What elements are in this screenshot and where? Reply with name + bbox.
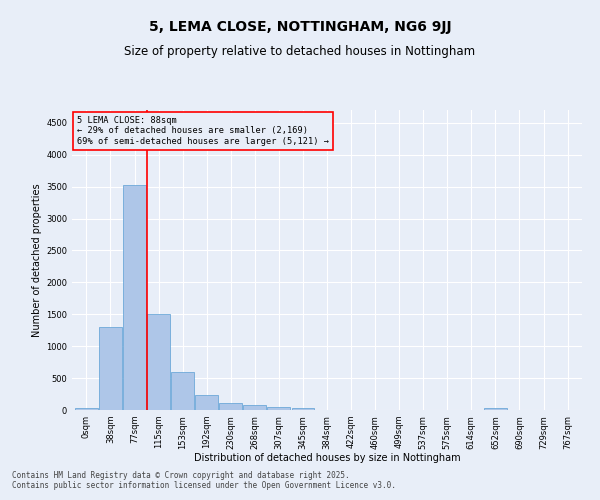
Text: 5, LEMA CLOSE, NOTTINGHAM, NG6 9JJ: 5, LEMA CLOSE, NOTTINGHAM, NG6 9JJ bbox=[149, 20, 451, 34]
X-axis label: Distribution of detached houses by size in Nottingham: Distribution of detached houses by size … bbox=[194, 453, 460, 463]
Bar bbox=[171, 372, 194, 410]
Bar bbox=[484, 408, 507, 410]
Text: Contains HM Land Registry data © Crown copyright and database right 2025.
Contai: Contains HM Land Registry data © Crown c… bbox=[12, 470, 396, 490]
Bar bbox=[123, 184, 146, 410]
Bar bbox=[147, 314, 170, 410]
Bar bbox=[268, 407, 290, 410]
Bar bbox=[99, 327, 122, 410]
Bar bbox=[195, 394, 218, 410]
Text: Size of property relative to detached houses in Nottingham: Size of property relative to detached ho… bbox=[124, 45, 476, 58]
Text: 5 LEMA CLOSE: 88sqm
← 29% of detached houses are smaller (2,169)
69% of semi-det: 5 LEMA CLOSE: 88sqm ← 29% of detached ho… bbox=[77, 116, 329, 146]
Bar bbox=[292, 408, 314, 410]
Bar bbox=[220, 403, 242, 410]
Bar bbox=[75, 408, 98, 410]
Bar bbox=[244, 405, 266, 410]
Y-axis label: Number of detached properties: Number of detached properties bbox=[32, 183, 42, 337]
